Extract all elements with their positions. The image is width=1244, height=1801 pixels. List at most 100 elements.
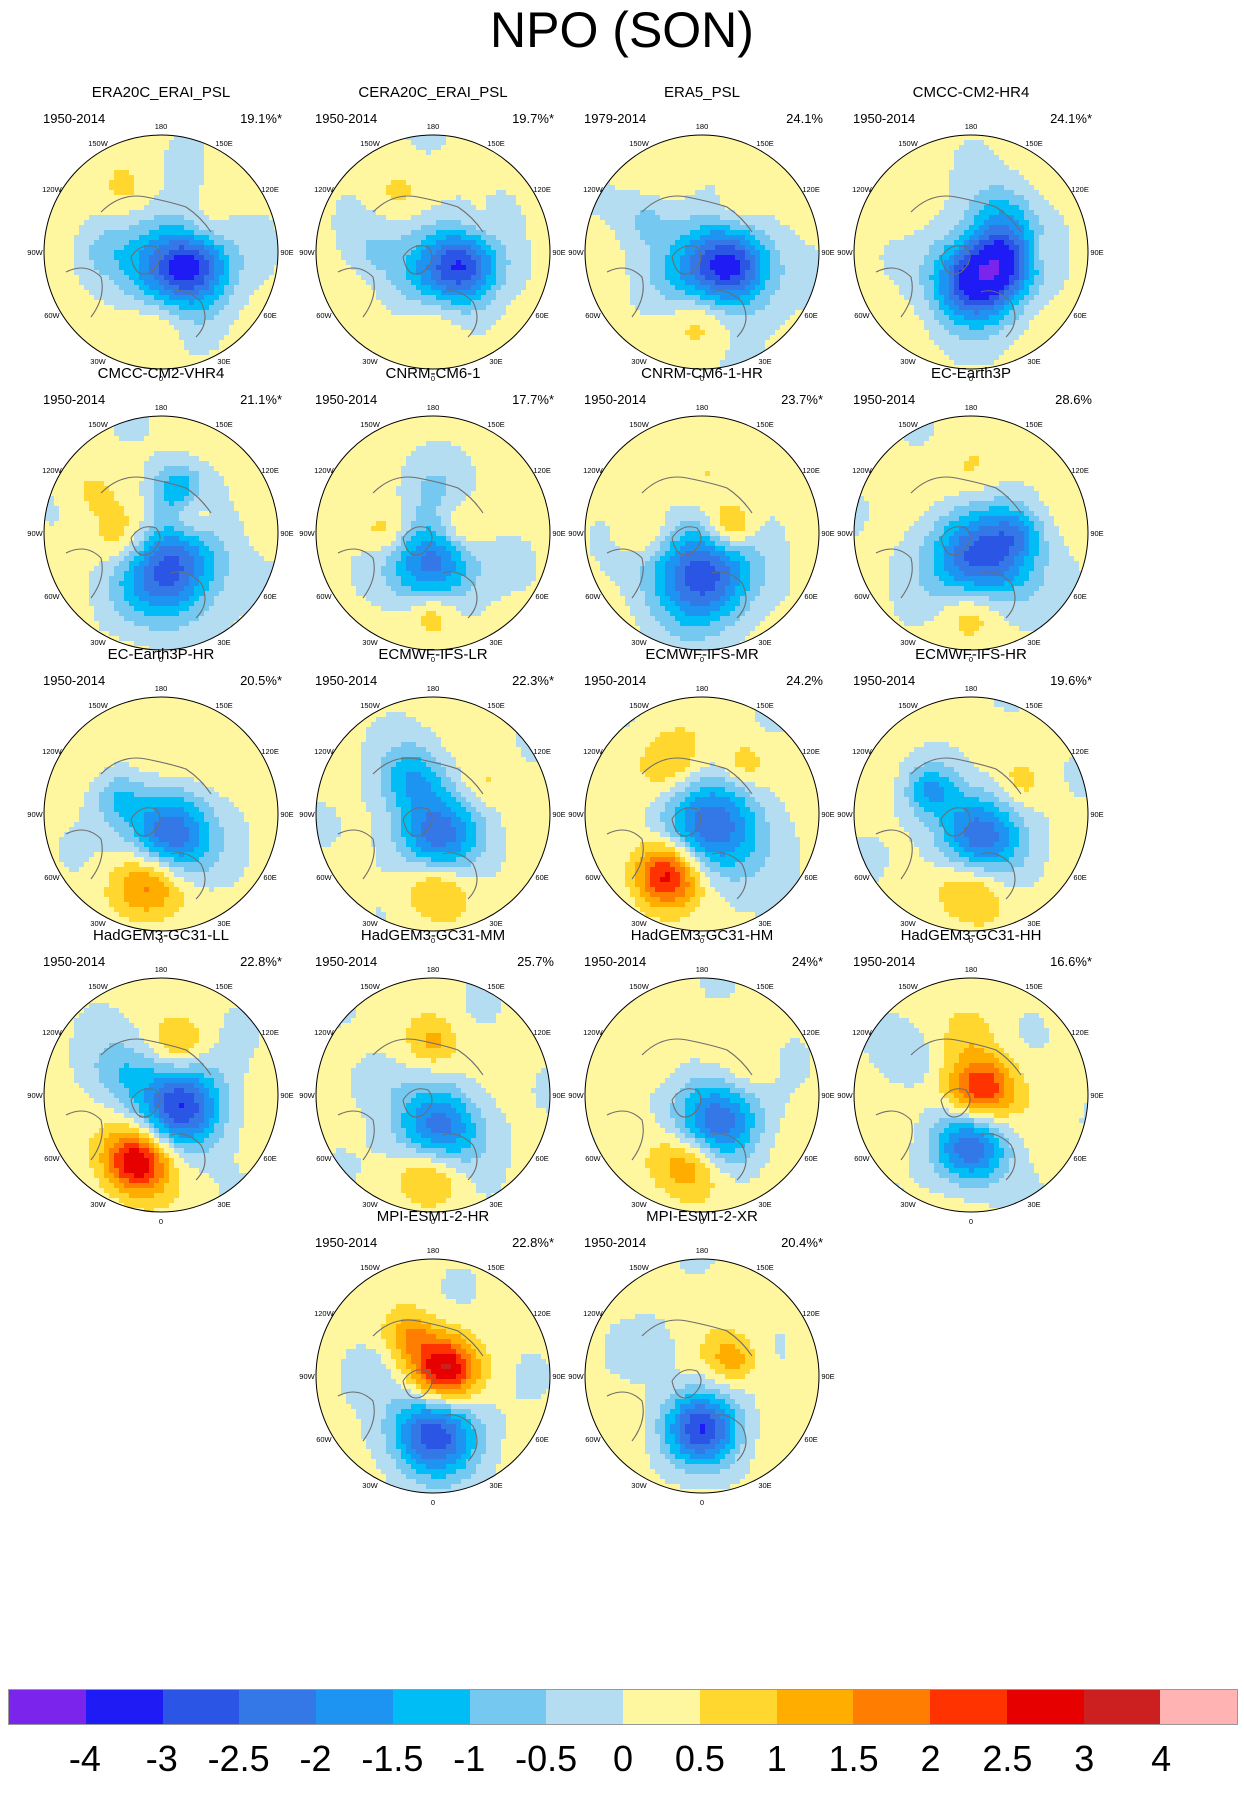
map-boundary	[584, 134, 820, 370]
colorbar-tick-label: 0	[613, 1738, 633, 1780]
colorbar-swatch	[1083, 1690, 1161, 1724]
coastline	[337, 1038, 484, 1181]
longitude-label: 30E	[758, 638, 771, 647]
panel-period: 1950-2014	[853, 111, 915, 127]
longitude-label: 90W	[837, 1091, 853, 1100]
longitude-label: 60E	[1073, 311, 1086, 320]
longitude-label: 30W	[900, 357, 916, 366]
panel-title: HadGEM3-GC31-HM	[571, 927, 833, 945]
longitude-label: 180	[155, 403, 168, 412]
map-panel: MPI-ESM1-2-HR 1950-2014 22.8%* 180 150E 120E 9…	[299, 1208, 565, 1514]
longitude-label: 150E	[487, 139, 505, 148]
panel-period: 1950-2014	[584, 392, 646, 408]
longitude-label: 60W	[854, 311, 870, 320]
longitude-label: 90E	[280, 810, 293, 819]
longitude-label: 150W	[629, 982, 650, 991]
longitude-label: 90W	[299, 529, 315, 538]
panel-explained-variance: 17.7%*	[512, 392, 554, 408]
colorbar-tick-label: 3	[1074, 1738, 1094, 1780]
panel-title: ERA5_PSL	[571, 84, 833, 102]
longitude-label: 60W	[316, 1435, 332, 1444]
colorbar-swatch	[1006, 1690, 1084, 1724]
panel-title: CNRM-CM6-1-HR	[571, 365, 833, 383]
longitude-label: 0	[700, 1498, 704, 1507]
colorbar-swatch	[392, 1690, 470, 1724]
polar-map: 180 150E 120E 90E 60E 30E 0 30W 60W 90W 120W 150W	[568, 965, 834, 1226]
panel-title: EC-Earth3P	[840, 365, 1102, 383]
longitude-label: 30E	[758, 919, 771, 928]
longitude-label: 120E	[261, 466, 279, 475]
map-boundary	[315, 134, 551, 370]
longitude-label: 90W	[837, 810, 853, 819]
longitude-label: 0	[431, 374, 435, 383]
longitude-label: 180	[155, 684, 168, 693]
panel-title: MPI-ESM1-2-HR	[302, 1208, 564, 1226]
map-panel: CNRM-CM6-1 1950-2014 17.7%* 180 150E 120E 90E 6…	[299, 365, 565, 671]
longitude-label: 30W	[90, 919, 106, 928]
map-panel: HadGEM3-GC31-LL 1950-2014 22.8%* 180 150E 120…	[27, 927, 293, 1233]
map-panel: CMCC-CM2-HR4 1950-2014 24.1%* 180 150E 120E 90…	[837, 84, 1103, 390]
panel-title: CMCC-CM2-VHR4	[30, 365, 292, 383]
polar-map: 180 150E 120E 90E 60E 30E 0 30W 60W 90W 120W 150W	[568, 122, 834, 383]
longitude-label: 150E	[1025, 139, 1043, 148]
longitude-label: 120W	[852, 185, 873, 194]
longitude-label: 30W	[631, 638, 647, 647]
longitude-label: 150E	[1025, 982, 1043, 991]
panel-explained-variance: 23.7%*	[781, 392, 823, 408]
longitude-label: 30E	[1027, 919, 1040, 928]
longitude-label: 60W	[585, 592, 601, 601]
panel-title: HadGEM3-GC31-HH	[840, 927, 1102, 945]
polar-map: 180 150E 120E 90E 60E 30E 0 30W 60W 90W 120W 150W	[837, 122, 1103, 383]
longitude-label: 30W	[90, 1200, 106, 1209]
longitude-label: 90E	[821, 248, 834, 257]
longitude-label: 30E	[489, 919, 502, 928]
longitude-label: 150E	[756, 701, 774, 710]
longitude-label: 180	[696, 1246, 709, 1255]
longitude-label: 150E	[215, 701, 233, 710]
longitude-label: 120W	[852, 747, 873, 756]
longitude-label: 60E	[535, 1154, 548, 1163]
colorbar-tick-label: -3	[146, 1738, 178, 1780]
longitude-label: 60W	[44, 1154, 60, 1163]
longitude-label: 150E	[215, 982, 233, 991]
map-boundary	[853, 977, 1089, 1213]
longitude-label: 0	[431, 655, 435, 664]
longitude-label: 60E	[535, 1435, 548, 1444]
longitude-label: 90E	[552, 248, 565, 257]
longitude-label: 180	[696, 684, 709, 693]
map-panel: ECMWF-IFS-HR 1950-2014 19.6%* 180 150E 120E 90…	[837, 646, 1103, 952]
panel-title: ERA20C_ERAI_PSL	[30, 84, 292, 102]
longitude-label: 180	[696, 965, 709, 974]
longitude-label: 120E	[1071, 185, 1089, 194]
coastline	[337, 1319, 484, 1462]
colorbar-swatch	[316, 1690, 393, 1724]
colorbar-tick-label: 1	[767, 1738, 787, 1780]
colorbar-labels: -4 -3 -2.5 -2 -1.5 -1 -0.5 0 0.5 1 1.5 2 2.5 3 4	[8, 1738, 1238, 1788]
longitude-label: 120E	[533, 1309, 551, 1318]
longitude-label: 30W	[631, 1481, 647, 1490]
longitude-label: 30E	[758, 1481, 771, 1490]
panel-title: CMCC-CM2-HR4	[840, 84, 1102, 102]
longitude-label: 60W	[854, 873, 870, 882]
longitude-label: 120W	[42, 1028, 63, 1037]
longitude-label: 0	[700, 1217, 704, 1226]
longitude-label: 30W	[900, 919, 916, 928]
pressure-anomaly-field	[316, 135, 550, 369]
longitude-label: 90W	[568, 248, 584, 257]
panel-explained-variance: 19.1%*	[240, 111, 282, 127]
colorbar-tick-label: 4	[1151, 1738, 1171, 1780]
longitude-label: 90E	[821, 1091, 834, 1100]
longitude-label: 60E	[1073, 1154, 1086, 1163]
longitude-label: 180	[696, 403, 709, 412]
map-boundary	[584, 696, 820, 932]
longitude-label: 120W	[583, 1309, 604, 1318]
longitude-label: 120W	[583, 747, 604, 756]
colorbar-tick-label: -2.5	[208, 1738, 270, 1780]
polar-map: 180 150E 120E 90E 60E 30E 0 30W 60W 90W 120W 150W	[568, 403, 834, 664]
map-panel: HadGEM3-GC31-HH 1950-2014 16.6%* 180 150E 120…	[837, 927, 1103, 1233]
pressure-anomaly-field	[585, 135, 819, 369]
longitude-label: 0	[700, 655, 704, 664]
polar-map: 180 150E 120E 90E 60E 30E 0 30W 60W 90W 120W 150W	[27, 684, 293, 945]
panel-period: 1979-2014	[584, 111, 646, 127]
panel-title: CERA20C_ERAI_PSL	[302, 84, 564, 102]
